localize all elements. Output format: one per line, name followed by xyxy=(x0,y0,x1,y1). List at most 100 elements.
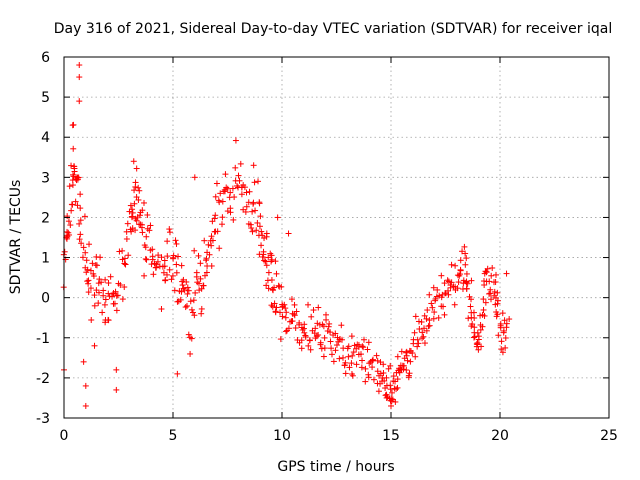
data-point-outlier xyxy=(76,62,83,69)
data-point xyxy=(467,303,474,310)
data-point xyxy=(191,312,198,319)
data-point xyxy=(282,314,289,321)
data-point xyxy=(281,301,288,308)
data-point xyxy=(68,201,75,208)
x-axis-label: GPS time / hours xyxy=(277,459,394,475)
data-point xyxy=(291,311,298,318)
data-point xyxy=(271,300,278,307)
data-point xyxy=(182,304,189,311)
data-point xyxy=(198,285,205,292)
data-point xyxy=(393,386,400,393)
data-point xyxy=(415,318,422,325)
data-point xyxy=(387,386,394,393)
data-point xyxy=(173,269,180,276)
data-point xyxy=(97,254,104,261)
data-point xyxy=(421,325,428,332)
data-point xyxy=(489,264,496,271)
data-point xyxy=(164,238,171,245)
data-point xyxy=(336,355,343,362)
data-point xyxy=(252,207,259,214)
data-point xyxy=(197,275,204,282)
data-point xyxy=(298,337,305,344)
data-point xyxy=(136,212,143,219)
data-point xyxy=(464,280,471,287)
data-point xyxy=(164,253,171,260)
data-point xyxy=(333,342,340,349)
data-point xyxy=(420,333,427,340)
data-point xyxy=(359,343,366,350)
data-point xyxy=(416,326,423,333)
axes: 0 5 10 15 20 25 -3 -2 -1 0 1 2 3 4 5 6 xyxy=(36,50,618,444)
data-point xyxy=(327,329,334,336)
data-point xyxy=(135,196,142,203)
data-point xyxy=(161,263,168,270)
y-tick-label: 0 xyxy=(41,291,50,307)
data-point xyxy=(77,205,84,212)
data-point xyxy=(358,364,365,371)
data-point xyxy=(254,219,261,226)
data-point xyxy=(444,277,451,284)
data-point-outlier xyxy=(76,74,83,81)
data-point xyxy=(142,255,149,262)
data-point xyxy=(499,310,506,317)
data-point xyxy=(238,191,245,198)
data-point xyxy=(249,228,256,235)
data-point-outlier xyxy=(274,214,281,221)
data-point xyxy=(430,315,437,322)
data-point-outlier xyxy=(392,398,399,405)
data-point xyxy=(409,350,416,357)
data-point xyxy=(243,189,250,196)
data-point xyxy=(448,261,455,268)
data-point xyxy=(203,269,210,276)
data-point xyxy=(394,384,401,391)
data-point xyxy=(448,279,455,286)
data-point xyxy=(256,223,263,230)
data-point xyxy=(184,284,191,291)
data-point xyxy=(263,282,270,289)
data-point xyxy=(241,184,248,191)
data-point xyxy=(216,245,223,252)
data-point xyxy=(202,257,209,264)
data-point xyxy=(166,266,173,273)
data-point xyxy=(289,318,296,325)
data-point xyxy=(432,296,439,303)
data-point xyxy=(185,287,192,294)
data-point xyxy=(113,292,120,299)
data-point xyxy=(298,345,305,352)
data-point xyxy=(403,348,410,355)
data-point-outlier xyxy=(462,250,469,257)
data-point xyxy=(147,222,154,229)
data-point-outlier xyxy=(255,178,262,185)
data-point xyxy=(502,334,509,341)
data-point xyxy=(452,262,459,269)
data-point xyxy=(179,282,186,289)
data-point xyxy=(113,307,120,314)
data-point xyxy=(346,364,353,371)
data-point xyxy=(173,240,180,247)
data-point xyxy=(338,322,345,329)
data-point xyxy=(315,304,322,311)
data-point xyxy=(193,269,200,276)
data-point xyxy=(282,305,289,312)
data-point xyxy=(212,212,219,219)
x-tick-label: 10 xyxy=(273,428,291,444)
data-point xyxy=(348,333,355,340)
data-point xyxy=(235,172,242,179)
data-point xyxy=(480,296,487,303)
data-point xyxy=(339,354,346,361)
data-point xyxy=(423,315,430,322)
data-point xyxy=(421,340,428,347)
data-point xyxy=(374,357,381,364)
data-point-outlier xyxy=(383,394,390,401)
data-point xyxy=(271,284,278,291)
data-point xyxy=(481,312,488,319)
data-point xyxy=(482,299,489,306)
data-point xyxy=(178,288,185,295)
data-point xyxy=(272,308,279,315)
data-point xyxy=(310,307,317,314)
data-point xyxy=(445,278,452,285)
data-point xyxy=(158,254,165,261)
data-point xyxy=(261,257,268,264)
data-point xyxy=(447,284,454,291)
data-point xyxy=(412,353,419,360)
